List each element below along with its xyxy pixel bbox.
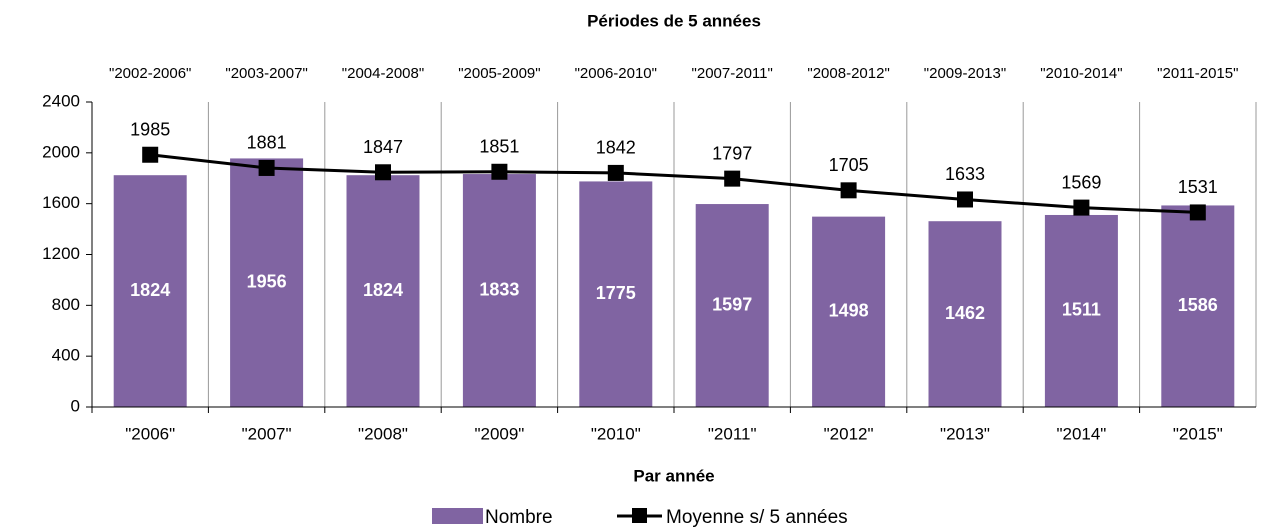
- line-marker: [1189, 204, 1206, 221]
- bar-value-label: 1833: [479, 279, 519, 299]
- line-marker: [724, 170, 741, 187]
- top-category-label: "2002-2006": [109, 65, 191, 82]
- bar-value-label: 1824: [130, 280, 170, 300]
- x-tick-label: "2009": [474, 424, 524, 443]
- line-value-label: 1705: [829, 155, 869, 175]
- y-tick-label: 1200: [42, 244, 80, 263]
- top-category-label: "2010-2014": [1040, 65, 1122, 82]
- legend-swatch: [632, 508, 647, 523]
- x-tick-label: "2014": [1056, 424, 1106, 443]
- bar-value-label: 1597: [712, 294, 752, 314]
- x-tick-label: "2008": [358, 424, 408, 443]
- bar-value-label: 1586: [1178, 295, 1218, 315]
- top-category-label: "2004-2008": [342, 65, 424, 82]
- legend-label: Moyenne s/ 5 années: [666, 507, 848, 528]
- y-tick-label: 2000: [42, 142, 80, 161]
- legend-label: Nombre: [485, 507, 553, 528]
- x-tick-label: "2015": [1173, 424, 1223, 443]
- bar: [579, 181, 653, 407]
- x-tick-label: "2006": [125, 424, 175, 443]
- bar: [1161, 205, 1235, 407]
- line-value-label: 1842: [596, 138, 636, 158]
- bar-value-label: 1824: [363, 280, 403, 300]
- line-marker: [258, 159, 275, 176]
- x-tick-label: "2011": [708, 424, 757, 443]
- line-value-label: 1847: [363, 137, 403, 157]
- line: [150, 153, 1198, 214]
- bar-value-label: 1511: [1062, 300, 1101, 320]
- line-value-label: 1797: [712, 143, 752, 163]
- x-tick-label: "2013": [940, 424, 990, 443]
- top-category-label: "2008-2012": [807, 65, 889, 82]
- x-tick-label: "2012": [824, 424, 874, 443]
- line-marker: [142, 146, 159, 163]
- bar: [812, 216, 886, 407]
- line-value-label: 1633: [945, 164, 985, 184]
- y-tick-label: 800: [52, 295, 80, 314]
- bar-value-label: 1956: [247, 271, 287, 291]
- line-marker: [840, 182, 857, 199]
- line-value-label: 1531: [1178, 177, 1218, 197]
- bar-value-label: 1498: [829, 301, 869, 321]
- bar: [1044, 214, 1118, 407]
- legend-swatch: [432, 508, 483, 524]
- line-marker: [957, 191, 973, 208]
- top-category-label: "2009-2013": [924, 65, 1006, 82]
- line-value-label: 1569: [1061, 172, 1101, 192]
- bar: [695, 204, 769, 407]
- x-axis-label: Par année: [633, 466, 714, 485]
- top-category-label: "2007-2011": [692, 65, 773, 82]
- bar: [230, 158, 304, 407]
- line-marker: [375, 164, 391, 181]
- y-tick-label: 400: [52, 346, 80, 365]
- line-value-label: 1881: [247, 133, 287, 153]
- bar: [462, 174, 536, 407]
- chart-title: Périodes de 5 années: [587, 11, 761, 30]
- line-value-label: 1851: [479, 137, 519, 157]
- x-tick-label: "2007": [242, 424, 292, 443]
- bar-value-label: 1775: [596, 283, 636, 303]
- line-marker: [1073, 199, 1090, 216]
- top-category-label: "2005-2009": [458, 65, 540, 82]
- bar: [113, 175, 187, 407]
- line-marker: [607, 164, 624, 181]
- top-category-label: "2003-2007": [225, 65, 307, 82]
- bar: [928, 221, 1002, 407]
- line-value-label: 1985: [130, 119, 170, 139]
- top-category-label: "2006-2010": [575, 65, 657, 82]
- top-category-label: "2011-2015": [1157, 65, 1238, 82]
- line-marker: [491, 163, 508, 180]
- y-tick-label: 0: [71, 396, 80, 415]
- x-tick-label: "2010": [591, 424, 641, 443]
- bar: [346, 175, 420, 407]
- y-tick-label: 1600: [42, 193, 80, 212]
- bar-value-label: 1462: [945, 303, 985, 323]
- y-tick-label: 2400: [42, 91, 80, 110]
